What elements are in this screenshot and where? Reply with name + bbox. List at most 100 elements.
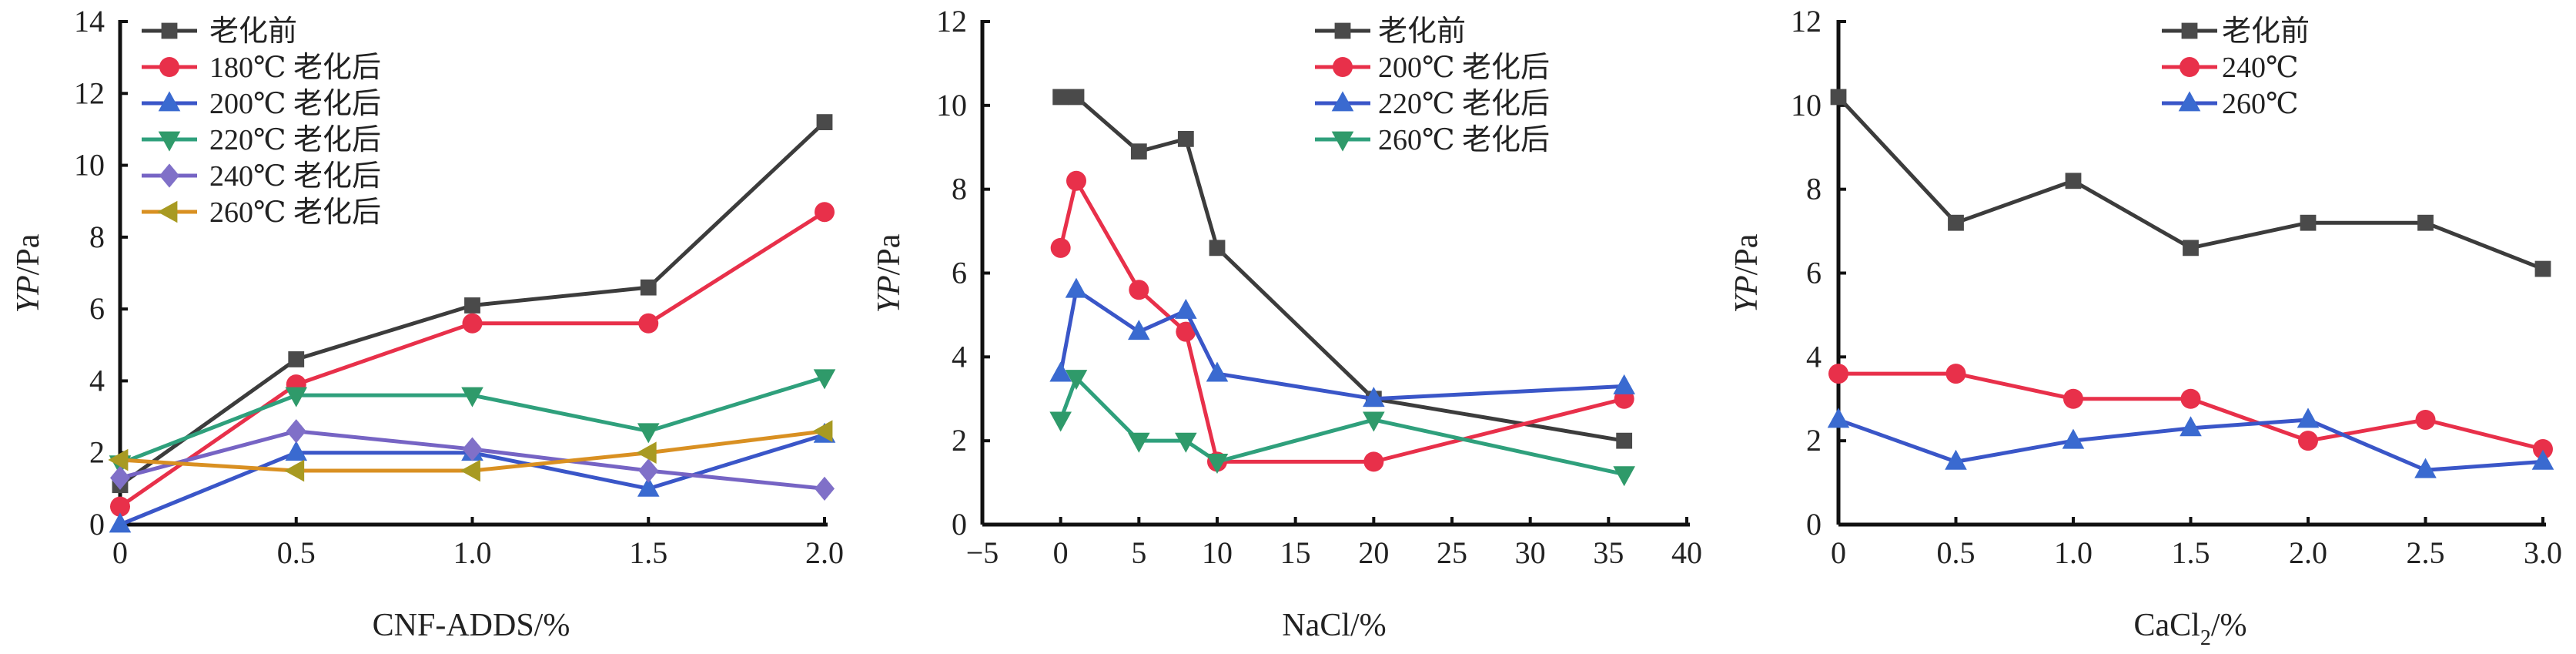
x-tick-label: 15	[1280, 535, 1311, 570]
data-point	[2180, 388, 2201, 409]
data-point	[1206, 361, 1229, 382]
data-point	[1613, 374, 1635, 394]
y-tick-label: 6	[89, 291, 105, 326]
x-tick-label: 10	[1202, 535, 1233, 570]
data-point	[1049, 361, 1072, 382]
series-line	[1059, 287, 1624, 401]
legend-marker	[159, 163, 179, 188]
y-tick-label: 2	[89, 435, 105, 470]
data-point	[638, 458, 659, 483]
data-point	[1613, 466, 1635, 487]
x-tick-label: 0	[1831, 535, 1846, 570]
data-point	[2065, 173, 2082, 189]
data-point	[1128, 320, 1150, 340]
data-point	[285, 387, 308, 407]
data-point	[284, 459, 305, 482]
data-point	[1176, 321, 1196, 342]
data-point	[1945, 364, 1966, 384]
data-point	[286, 419, 306, 444]
y-tick-label: 12	[74, 75, 105, 110]
series-line	[1059, 179, 1625, 464]
data-point	[815, 476, 835, 501]
x-tick-label: 1.5	[629, 535, 667, 570]
y-tick-label: 8	[89, 220, 105, 254]
x-tick-label: 30	[1515, 535, 1546, 570]
series-2	[1827, 407, 2554, 478]
y-tick-label: 8	[952, 172, 967, 206]
data-point	[815, 202, 835, 223]
x-tick-label: 2.0	[2289, 535, 2327, 570]
y-tick-label: 10	[936, 88, 967, 122]
x-tick-label: 1.0	[2054, 535, 2093, 570]
data-point	[108, 448, 129, 471]
data-point	[110, 496, 130, 517]
x-axis-title-subscript: 2	[2200, 626, 2211, 650]
data-point	[637, 476, 660, 497]
y-tick-label: 4	[1806, 339, 1822, 374]
data-point	[110, 465, 130, 490]
data-point	[1177, 130, 1194, 147]
y-axis-title-italic: YP	[1729, 275, 1765, 313]
data-point	[462, 437, 483, 461]
legend-label: 220℃ 老化后	[209, 124, 381, 156]
legend-marker	[161, 22, 178, 39]
y-tick-label: 0	[952, 507, 967, 542]
data-point	[1129, 280, 1149, 300]
data-point	[638, 313, 659, 334]
data-point	[2417, 214, 2434, 231]
data-point	[2531, 449, 2554, 470]
legend-marker	[1331, 91, 1354, 112]
y-tick-label: 6	[952, 256, 967, 290]
data-point	[285, 441, 308, 461]
y-tick-label: 6	[1806, 256, 1822, 290]
series-2	[1049, 277, 1635, 407]
data-point	[636, 441, 657, 465]
x-axis-title: NaCl/%	[1282, 608, 1386, 643]
data-point	[461, 387, 483, 407]
y-tick-label: 2	[1806, 423, 1822, 458]
data-point	[812, 420, 833, 443]
y-tick-label: 14	[74, 4, 105, 39]
legend-label: 200℃ 老化后	[209, 88, 381, 120]
x-axis-title: CNF-ADDS/%	[373, 608, 570, 643]
data-point	[2063, 388, 2083, 409]
series-1	[1828, 364, 2553, 460]
legend-label: 老化前	[209, 15, 297, 48]
data-point	[2534, 260, 2551, 277]
series-line	[119, 210, 826, 508]
legend-marker	[158, 91, 181, 112]
series-5	[108, 420, 833, 482]
legend-label: 240℃ 老化后	[209, 160, 381, 193]
data-point	[1052, 89, 1069, 106]
data-point	[1175, 298, 1197, 319]
series-4	[110, 419, 835, 501]
data-point	[1065, 370, 1088, 391]
x-tick-label: 2.0	[805, 535, 844, 570]
x-tick-label: 0	[112, 535, 128, 570]
y-axis-title: YP/Pa	[11, 233, 46, 313]
data-point	[2180, 416, 2202, 437]
data-point	[2414, 458, 2437, 478]
y-tick-label: 12	[936, 4, 967, 39]
data-point	[462, 313, 483, 334]
data-point	[1363, 387, 1385, 407]
x-tick-label: 0.5	[277, 535, 316, 570]
data-point	[2533, 439, 2553, 460]
data-point	[1830, 89, 1847, 106]
x-tick-label: 20	[1358, 535, 1389, 570]
data-point	[1175, 432, 1197, 453]
data-point	[1130, 143, 1147, 160]
data-point	[640, 279, 657, 296]
data-point	[2300, 214, 2317, 231]
x-axis-title-unit: /%	[2211, 608, 2247, 643]
y-axis-title-unit: /Pa	[1729, 233, 1765, 275]
legend-marker	[2178, 91, 2201, 112]
legend-marker	[158, 131, 181, 152]
y-axis-title: YP/Pa	[1729, 233, 1765, 313]
x-tick-label: −5	[966, 535, 999, 570]
legend-marker	[2180, 57, 2200, 77]
legend-label: 180℃ 老化后	[209, 52, 381, 84]
data-point	[1065, 277, 1088, 298]
data-point	[1945, 449, 1967, 470]
